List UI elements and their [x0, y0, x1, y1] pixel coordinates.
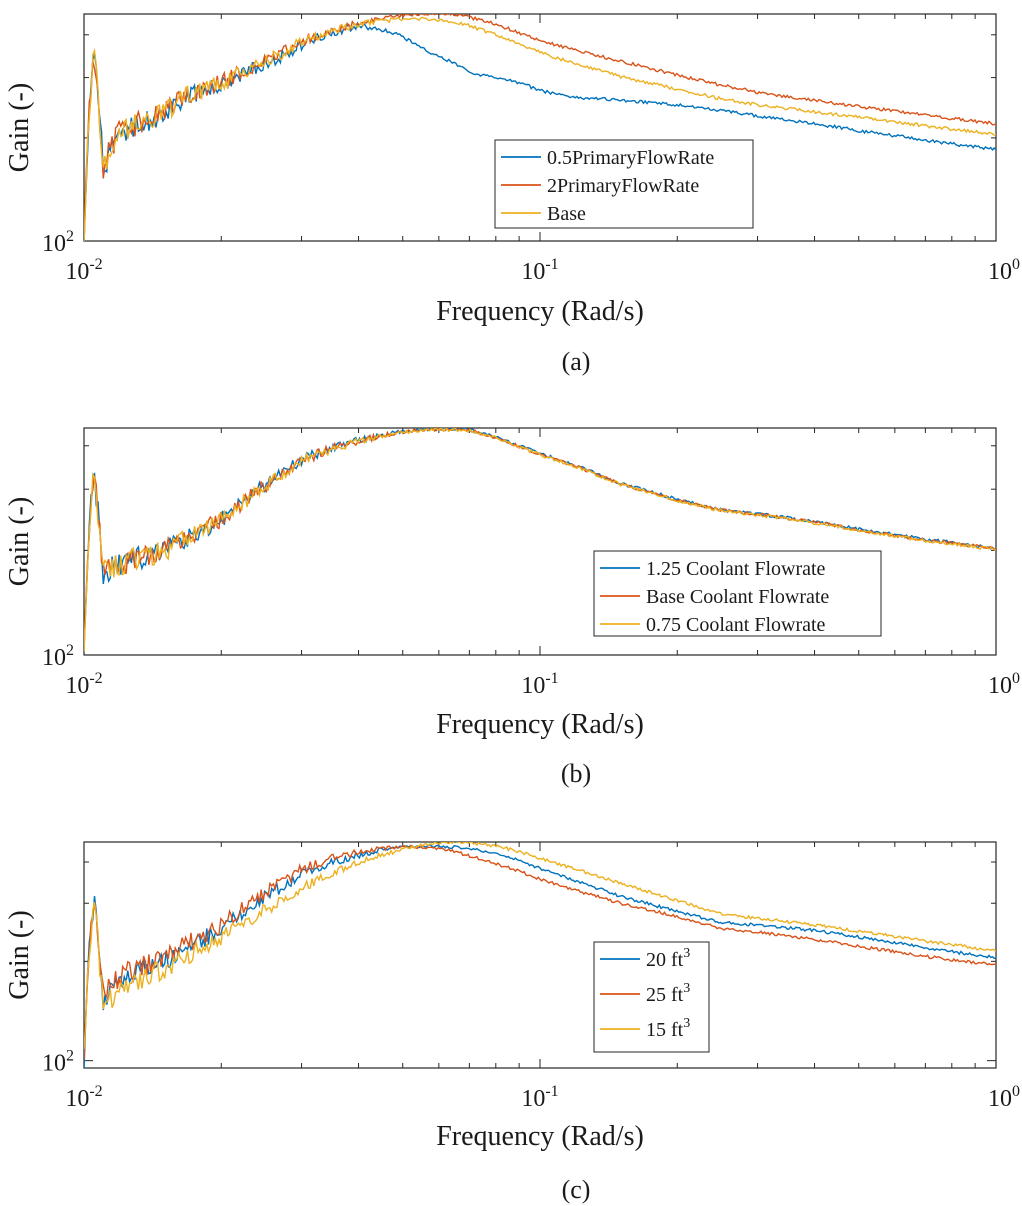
x-tick-label: 100 — [988, 670, 1020, 699]
legend-entry: 0.5PrimaryFlowRate — [547, 147, 714, 169]
y-tick-label: 102 — [42, 228, 74, 257]
x-tick-label: 10-2 — [65, 1083, 102, 1112]
legend-entry: 25 ft3 — [646, 981, 690, 1006]
y-axis-label: Gain (-) — [4, 910, 35, 999]
y-axis-label: Gain (-) — [4, 83, 35, 172]
panel-label: (c) — [562, 1175, 591, 1204]
x-axis-ticks — [83, 842, 976, 1068]
legend: 1.25 Coolant Flowrate Base Coolant Flowra… — [593, 550, 882, 637]
y-tick-label: 102 — [42, 642, 74, 671]
y-axis-ticks — [84, 861, 996, 1062]
x-tick-label: 10-1 — [521, 670, 558, 699]
panel-label: (b) — [561, 759, 591, 788]
x-tick-label: 10-1 — [521, 256, 558, 285]
legend-entry: 2PrimaryFlowRate — [547, 175, 699, 197]
x-tick-label: 10-2 — [65, 256, 102, 285]
series-line-3 — [84, 16, 996, 241]
legend-entry: 1.25 Coolant Flowrate — [646, 558, 826, 580]
legend-entry: 15 ft3 — [646, 1016, 690, 1041]
series-line-3 — [84, 428, 996, 652]
x-tick-label: 10-1 — [521, 1083, 558, 1112]
x-axis-label: Frequency (Rad/s) — [436, 296, 644, 327]
x-tick-label: 10-2 — [65, 670, 102, 699]
series-line-3 — [84, 842, 996, 1049]
chart-panel-a: 10-2 10-1 100 102 Frequency (Rad/s) Gain (-) (… — [4, 13, 1020, 376]
series-lines — [84, 428, 996, 652]
plot-area — [83, 841, 997, 1069]
x-axis-label: Frequency (Rad/s) — [436, 709, 644, 740]
series-line-2 — [84, 844, 996, 1060]
x-tick-label: 100 — [988, 1083, 1020, 1112]
legend-entry: Base Coolant Flowrate — [646, 586, 829, 608]
chart-panel-b: 10-2 10-1 100 102 Frequency (Rad/s) Gain (-) (… — [4, 427, 1020, 788]
x-axis-label: Frequency (Rad/s) — [436, 1121, 644, 1152]
legend: 0.5PrimaryFlowRate 2PrimaryFlowRate Base — [494, 139, 754, 229]
y-axis-ticks — [84, 445, 996, 656]
panel-label: (a) — [562, 347, 591, 376]
series-lines — [84, 14, 996, 241]
y-axis-label: Gain (-) — [4, 497, 35, 586]
legend-entry: Base — [547, 203, 586, 225]
series-lines — [84, 842, 996, 1068]
legend-entry: 20 ft3 — [646, 946, 690, 971]
y-axis-ticks — [84, 34, 996, 242]
legend-entry: 0.75 Coolant Flowrate — [646, 614, 826, 636]
chart-panel-c: 10-2 10-1 100 102 Frequency (Rad/s) Gain (-) (… — [4, 841, 1020, 1204]
series-line-1 — [84, 21, 996, 241]
y-tick-label: 102 — [42, 1048, 74, 1077]
x-tick-label: 100 — [988, 256, 1020, 285]
legend: 20 ft3 25 ft3 15 ft3 — [593, 941, 710, 1053]
